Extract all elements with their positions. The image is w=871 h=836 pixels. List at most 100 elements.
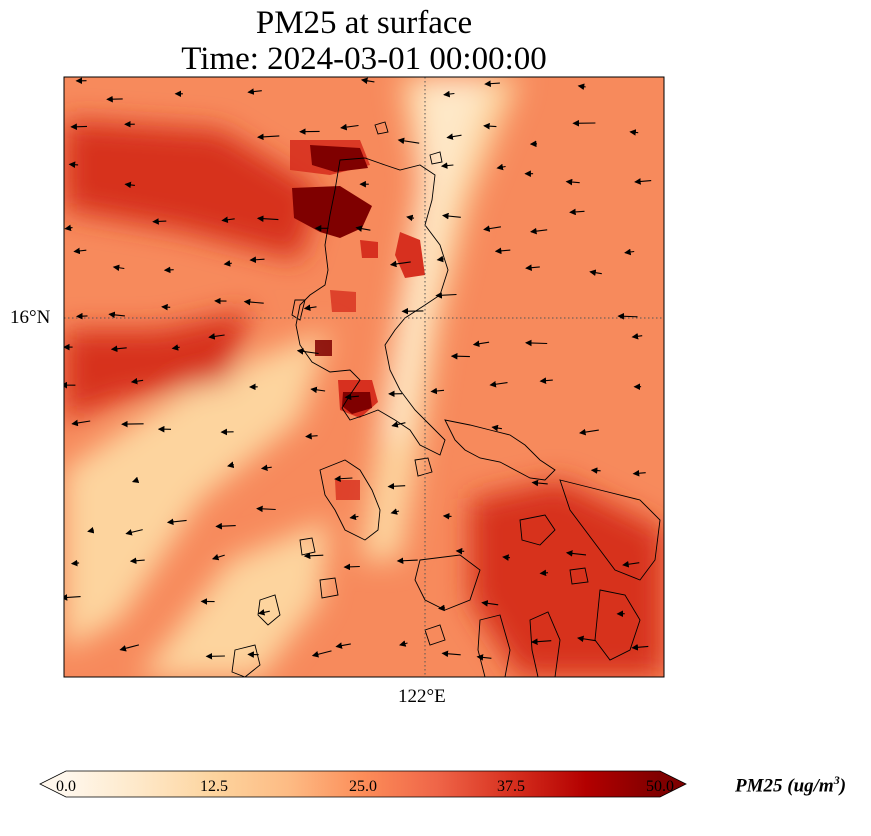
wind-vector-arrow xyxy=(438,604,446,612)
wind-vector-arrow xyxy=(472,340,490,348)
wind-vector-arrow xyxy=(70,559,80,567)
wind-vector-arrow xyxy=(440,162,454,169)
wind-vector-arrow xyxy=(443,90,455,98)
wind-vector-arrow xyxy=(634,178,652,185)
wind-vector-arrow xyxy=(112,264,125,272)
wind-vector-arrow xyxy=(624,248,635,256)
wind-vector-arrow xyxy=(525,264,540,271)
wind-vector-arrow xyxy=(530,227,548,235)
wind-vector-arrow xyxy=(565,550,587,557)
wind-vector-arrow xyxy=(525,339,548,347)
wind-vector-arrow xyxy=(430,387,445,395)
wind-vector-arrow xyxy=(64,224,73,232)
wind-vector-arrow xyxy=(71,419,91,427)
wind-vector-arrow xyxy=(73,247,87,255)
wind-vector-arrow xyxy=(476,654,492,661)
wind-vector-arrow xyxy=(215,522,236,530)
wind-vector-arrow xyxy=(631,644,649,651)
wind-vector-arrow xyxy=(87,527,95,534)
wind-vector-arrow xyxy=(108,311,125,319)
wind-vector-arrow xyxy=(539,569,549,577)
wind-vector-arrow xyxy=(442,512,452,520)
wind-vector-arrow xyxy=(310,386,326,394)
wind-vector-arrow xyxy=(152,218,167,225)
wind-vector-arrow xyxy=(349,513,359,521)
wind-vector-arrow xyxy=(124,181,135,189)
wind-vector-arrow xyxy=(631,332,643,340)
wind-vector-arrow xyxy=(441,650,461,658)
map-panel xyxy=(63,76,665,678)
wind-vector-arrow xyxy=(442,212,461,220)
wind-vector-arrow xyxy=(68,161,79,168)
wind-vector-arrow xyxy=(502,554,511,561)
wind-vector-arrow xyxy=(110,345,127,353)
map-frame xyxy=(63,76,665,678)
wind-vector-arrow xyxy=(171,344,180,351)
wind-vector-arrow xyxy=(166,518,187,526)
wind-vector-arrow xyxy=(569,208,585,216)
colorbar-tick-0: 0.0 xyxy=(56,778,76,795)
wind-vector-arrow xyxy=(579,428,599,436)
wind-vector-arrow xyxy=(119,644,140,652)
wind-vector-arrow xyxy=(406,214,415,222)
wind-vector-arrow xyxy=(125,529,143,536)
wind-vector-arrow xyxy=(129,557,145,565)
wind-vector-arrow xyxy=(531,479,548,487)
wind-vector-arrow xyxy=(531,638,552,645)
wind-vector-arrow xyxy=(296,348,319,355)
wind-vector-arrow xyxy=(483,122,497,130)
wind-vector-arrow xyxy=(161,303,171,311)
wind-vector-arrow xyxy=(343,563,360,571)
plot-title-line-1: PM25 at surface xyxy=(255,5,473,41)
colorbar-tick-3: 37.5 xyxy=(497,778,525,795)
wind-vector-arrow xyxy=(334,475,353,482)
wind-vector-arrow xyxy=(221,216,235,224)
wind-vector-arrow xyxy=(481,600,499,607)
wind-vector-arrow xyxy=(227,461,235,468)
wind-vector-arrow xyxy=(622,560,640,568)
wind-vector-arrow xyxy=(391,421,406,428)
wind-vector-arrow xyxy=(305,432,318,440)
wind-vector-arrow xyxy=(396,557,418,565)
wind-vector-arrow xyxy=(450,352,470,360)
wind-vector-arrow xyxy=(399,640,408,647)
wind-vector-arrow xyxy=(397,137,420,145)
wind-vector-arrow xyxy=(163,266,174,274)
plot-title-line-2: Time: 2024-03-01 00:00:00 xyxy=(181,41,547,77)
wind-vector-arrow xyxy=(257,133,280,141)
wind-vector-arrow xyxy=(389,260,411,268)
longitude-tick-label: 122°E xyxy=(398,686,446,707)
wind-vector-arrow xyxy=(249,256,265,264)
wind-vector-arrow xyxy=(565,178,580,186)
wind-vector-arrow xyxy=(70,123,88,131)
wind-vector-arrow xyxy=(632,469,646,477)
colorbar-tick-1: 12.5 xyxy=(200,778,228,795)
wind-vector-arrow xyxy=(303,552,324,560)
wind-vector-arrow xyxy=(355,225,371,232)
wind-vectors xyxy=(64,77,652,661)
wind-vector-arrow xyxy=(590,467,601,474)
wind-vector-arrow xyxy=(539,377,553,384)
wind-vector-arrow xyxy=(335,642,351,649)
pm25-hotspots xyxy=(290,140,425,500)
wind-vector-arrow xyxy=(390,508,400,515)
wind-vector-arrow xyxy=(340,123,359,131)
wind-vector-arrow xyxy=(257,609,270,616)
wind-vector-arrow xyxy=(211,553,225,561)
colorbar-label: PM25 (ug/m3) xyxy=(735,773,847,797)
wind-vector-arrow xyxy=(303,304,317,311)
wind-vector-arrow xyxy=(76,312,88,320)
wind-vector-arrow xyxy=(489,380,508,388)
wind-vector-arrow xyxy=(446,133,462,140)
latitude-tick-label: 16°N xyxy=(10,307,51,328)
wind-vector-arrow xyxy=(436,255,444,263)
colorbar-tick-4: 50.0 xyxy=(646,778,674,795)
wind-vector-arrow xyxy=(243,298,264,306)
wind-vector-arrow xyxy=(387,483,406,490)
wind-vector-arrow xyxy=(491,424,502,432)
wind-vector-arrow xyxy=(494,247,511,255)
wind-vector-arrow xyxy=(247,88,262,95)
gridlines xyxy=(64,77,664,677)
wind-vector-arrow xyxy=(496,163,506,171)
wind-vector-arrow xyxy=(260,464,272,472)
